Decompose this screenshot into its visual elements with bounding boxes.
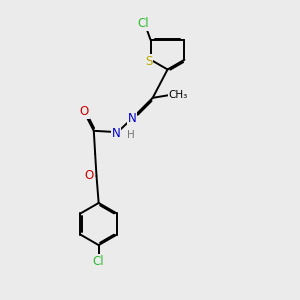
Text: Cl: Cl	[137, 17, 149, 30]
Text: O: O	[80, 105, 89, 119]
Text: S: S	[145, 55, 152, 68]
Text: O: O	[84, 169, 94, 182]
Text: Cl: Cl	[93, 255, 104, 268]
Text: N: N	[128, 112, 136, 125]
Text: CH₃: CH₃	[169, 90, 188, 100]
Text: H: H	[127, 130, 135, 140]
Text: N: N	[112, 127, 120, 140]
